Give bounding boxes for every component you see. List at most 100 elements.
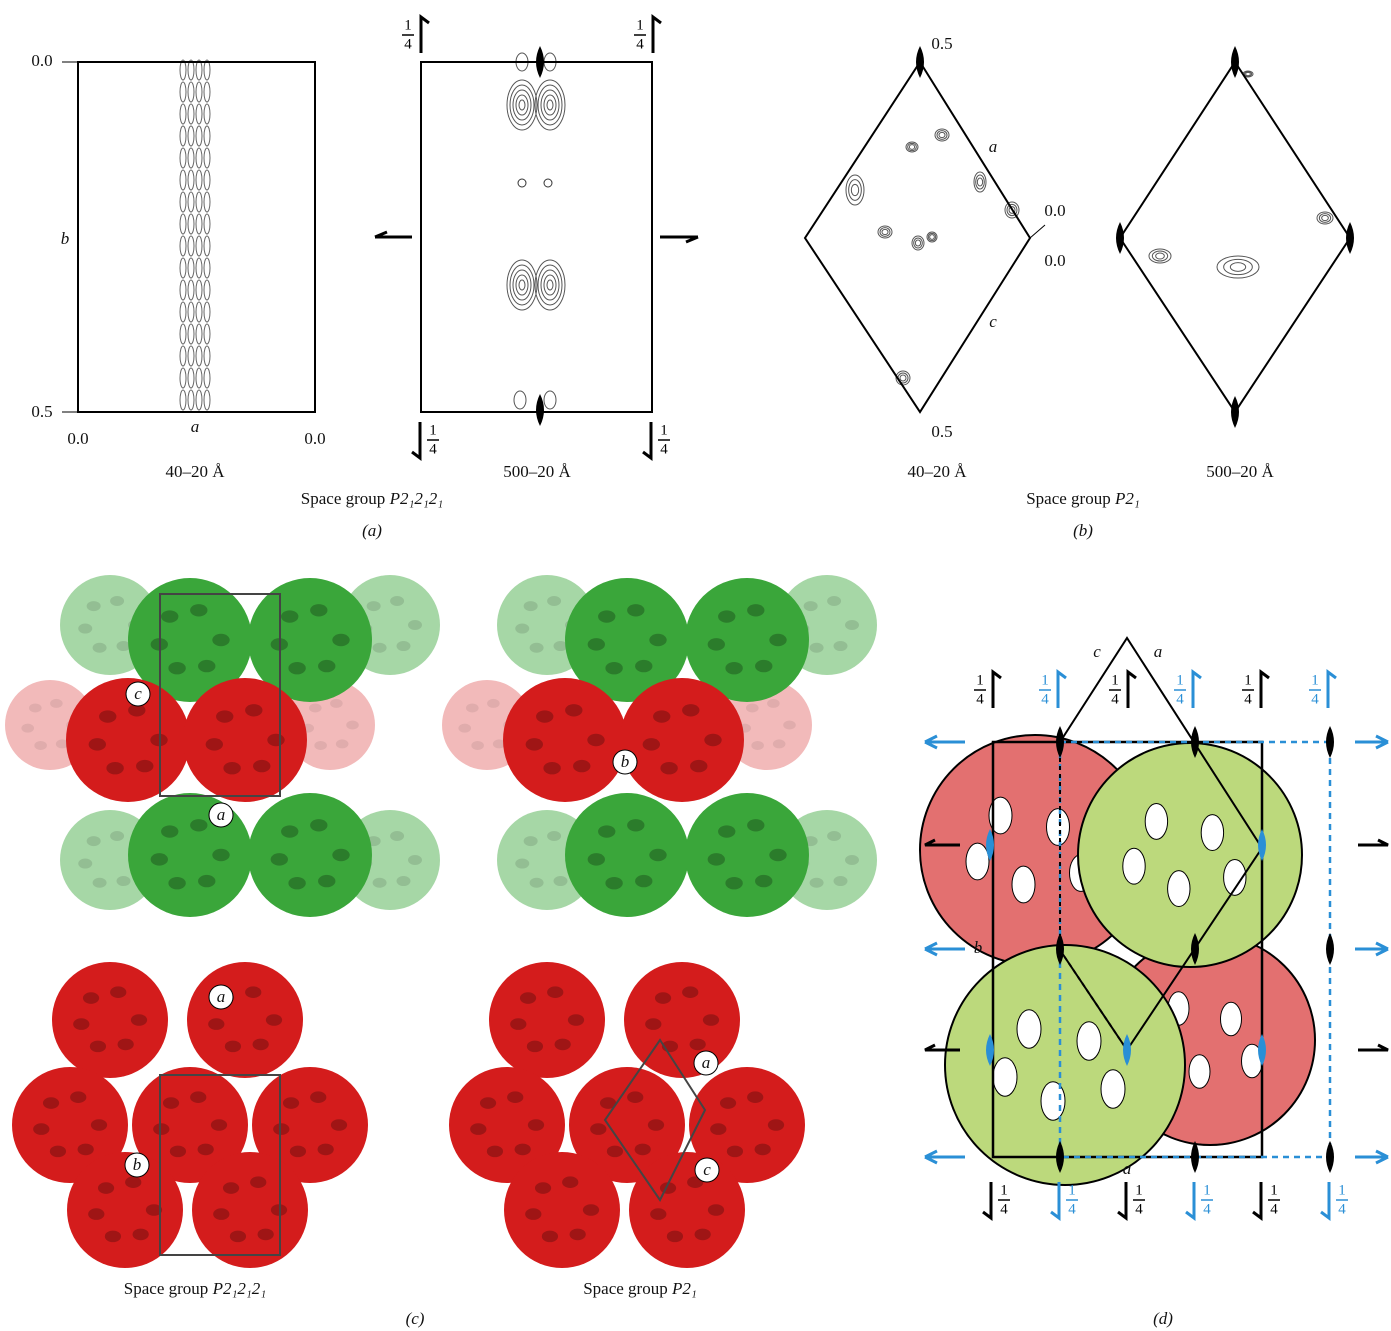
screw-axis xyxy=(1326,933,1334,965)
molecule-hole xyxy=(767,698,780,708)
molecule-hole xyxy=(827,831,842,842)
fraction-num: 1 xyxy=(429,422,437,438)
contour xyxy=(187,169,195,191)
axis-arrow xyxy=(642,422,653,461)
contour xyxy=(927,232,937,242)
molecule-hole xyxy=(224,1040,242,1053)
molecule-hole xyxy=(78,858,93,869)
molecule-hole xyxy=(833,876,848,887)
molecule xyxy=(629,1152,745,1268)
molecule-hole xyxy=(1100,1069,1126,1109)
contour xyxy=(195,301,203,323)
molecule-hole xyxy=(145,1204,163,1216)
contour xyxy=(187,191,195,213)
molecule-hole xyxy=(28,703,42,713)
molecule-hole xyxy=(1122,847,1146,885)
molecule-hole xyxy=(590,1123,607,1135)
contour xyxy=(877,225,893,239)
molecule-hole xyxy=(567,1014,585,1026)
molecule-hole xyxy=(366,601,381,612)
molecule-hole xyxy=(332,848,350,862)
contour xyxy=(203,191,211,213)
contour xyxy=(512,269,532,301)
molecule-hole xyxy=(1016,1009,1042,1049)
contour xyxy=(845,174,865,206)
axis-arrow xyxy=(1050,1182,1061,1221)
molecule-hole xyxy=(1188,1054,1211,1089)
fraction-num: 1 xyxy=(1176,672,1184,688)
molecule-hole xyxy=(132,1228,149,1241)
contour xyxy=(879,227,891,237)
molecule-hole xyxy=(281,610,299,623)
molecule-hole xyxy=(809,642,824,653)
molecule-hole xyxy=(527,1119,545,1131)
molecule-hole xyxy=(216,710,234,723)
contour xyxy=(543,94,557,116)
molecule xyxy=(503,678,627,802)
molecule-hole xyxy=(396,641,411,652)
contour xyxy=(537,264,563,306)
contour xyxy=(540,89,560,121)
molecule-hole xyxy=(471,740,484,750)
molecule-hole xyxy=(190,604,208,617)
contour xyxy=(179,147,187,169)
molecule-hole xyxy=(707,1204,725,1216)
contour xyxy=(195,81,203,103)
molecule-hole xyxy=(408,620,422,630)
contour xyxy=(203,147,211,169)
contour xyxy=(543,178,553,188)
molecule-hole xyxy=(270,853,288,866)
contour xyxy=(976,177,984,187)
axis-label: 0.5 xyxy=(931,422,952,441)
molecule-hole xyxy=(89,1040,107,1053)
fraction-num: 1 xyxy=(1000,1182,1008,1198)
molecule-hole xyxy=(117,1038,134,1051)
molecule-hole xyxy=(92,877,107,888)
molecule-hole xyxy=(1040,1081,1066,1121)
molecule-hole xyxy=(536,710,554,723)
molecule-hole xyxy=(78,623,93,634)
molecule-hole xyxy=(110,986,127,998)
contour xyxy=(913,237,923,249)
molecule-hole xyxy=(250,1176,267,1188)
fraction-den: 4 xyxy=(1135,1201,1143,1217)
molecule-hole xyxy=(710,1123,727,1135)
molecule xyxy=(685,793,809,917)
axis-arrow xyxy=(660,235,699,244)
molecule-hole xyxy=(515,858,530,869)
molecule-hole xyxy=(168,876,186,890)
fraction-num: 1 xyxy=(1311,672,1319,688)
contour xyxy=(203,345,211,367)
molecule-hole xyxy=(281,825,299,838)
molecule-hole xyxy=(330,1119,348,1131)
contour xyxy=(195,169,203,191)
axis-arrow xyxy=(1259,669,1270,708)
contour xyxy=(509,264,535,306)
fraction-num: 1 xyxy=(1041,672,1049,688)
fraction-den: 4 xyxy=(1068,1201,1076,1217)
molecule-hole xyxy=(212,848,230,862)
molecule-hole xyxy=(310,819,328,832)
axis-label: b xyxy=(61,229,70,248)
axis-arrow xyxy=(1252,1182,1263,1221)
molecule-hole xyxy=(587,853,605,866)
contour xyxy=(905,141,919,153)
fraction-den: 4 xyxy=(1000,1201,1008,1217)
screw-axis xyxy=(1056,933,1064,965)
molecule xyxy=(689,1067,805,1183)
molecule xyxy=(685,578,809,702)
molecule-hole xyxy=(99,710,117,723)
contour xyxy=(195,345,203,367)
contour xyxy=(195,279,203,301)
contour xyxy=(1229,262,1247,272)
axis-arrow xyxy=(411,422,422,461)
molecule-hole xyxy=(598,610,616,623)
molecule-hole xyxy=(257,1228,274,1241)
contour xyxy=(203,103,211,125)
molecule-hole xyxy=(547,986,564,998)
contour xyxy=(973,171,987,193)
molecule-hole xyxy=(308,703,322,713)
axis-arrow xyxy=(419,14,430,53)
contour xyxy=(1006,203,1018,217)
fraction-den: 4 xyxy=(976,691,984,707)
